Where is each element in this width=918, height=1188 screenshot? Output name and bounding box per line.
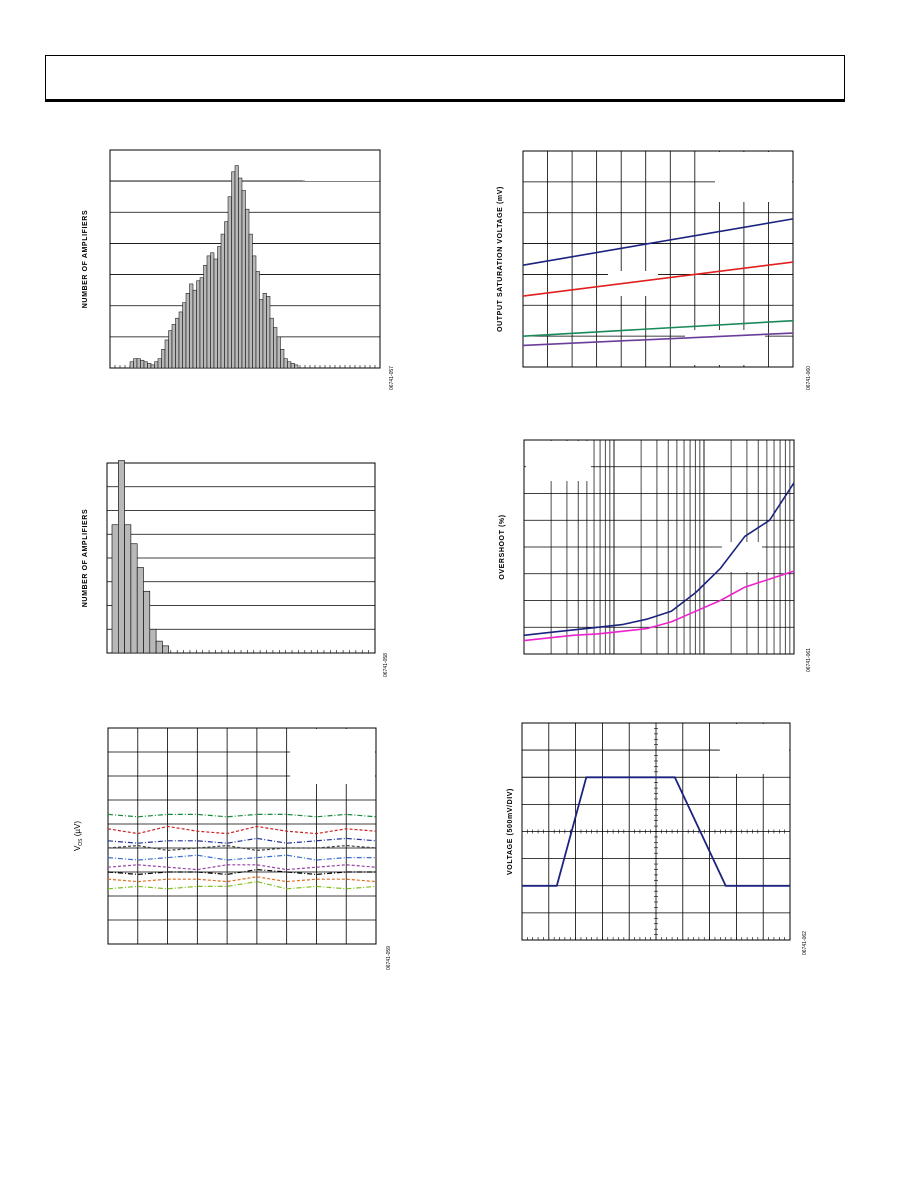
histogram-bar — [143, 361, 148, 369]
histogram-bar — [252, 255, 257, 369]
histogram-bar — [171, 324, 176, 369]
histogram-bar — [220, 233, 225, 369]
histogram-bar — [283, 358, 288, 369]
histogram-bar — [189, 283, 194, 369]
histogram-bar — [269, 317, 274, 369]
series-line — [522, 332, 794, 347]
output-saturation-panel: OUTPUT SATURATION VOLTAGE (mV) 06741-060 — [497, 150, 812, 390]
legend-area — [305, 151, 379, 181]
histogram-bar — [136, 567, 144, 654]
series-line — [107, 837, 377, 844]
histogram-bar — [147, 363, 152, 369]
figure-code: 06741-060 — [806, 366, 812, 390]
legend-area — [608, 271, 658, 296]
histogram-bar — [175, 317, 180, 369]
y-axis-label: OVERSHOOT (%) — [499, 514, 506, 579]
histogram-bar — [206, 255, 211, 369]
histogram-bar — [199, 277, 204, 369]
histogram-tc-panel: NUMBER OF AMPLIFIERS 06741-058 — [82, 460, 389, 677]
histogram-bar — [248, 233, 253, 369]
histogram-bar — [245, 208, 250, 369]
histogram-bar — [280, 349, 285, 369]
histogram-bar — [168, 330, 173, 369]
series-line — [107, 854, 376, 861]
histogram-bar — [196, 280, 201, 369]
histogram-bar — [241, 190, 246, 369]
histogram-bar — [192, 289, 197, 369]
page-header-box — [45, 55, 845, 102]
histogram-bar — [224, 221, 229, 369]
y-axis-label: NUMBER OF AMPLIFIERS — [82, 210, 89, 308]
histogram-bar — [238, 177, 243, 369]
figure-code: 06741-059 — [386, 946, 390, 970]
series-line — [107, 813, 377, 818]
legend-area — [722, 542, 762, 572]
histogram-bar — [287, 361, 292, 369]
histogram-bar — [143, 590, 151, 654]
histogram-bar — [231, 171, 236, 369]
histogram-bar — [149, 628, 157, 654]
y-axis-label: NUMBER OF AMPLIFIERS — [82, 509, 89, 607]
overshoot-panel: OVERSHOOT (%) 06741-061 — [499, 439, 812, 672]
histogram-bar — [157, 358, 162, 369]
histogram-bar — [185, 293, 190, 369]
histogram-bar — [217, 246, 222, 369]
histogram-bar — [164, 339, 169, 369]
histogram-bar — [130, 543, 138, 654]
histogram-bar — [154, 361, 159, 369]
series-line — [523, 570, 795, 642]
y-axis-label: VOLTAGE (500mV/DIV) — [507, 788, 514, 875]
legend-area — [280, 464, 374, 486]
histogram-bar — [210, 252, 215, 369]
histogram-bar — [290, 363, 295, 369]
histogram-bar — [262, 293, 267, 369]
histogram-bar — [161, 349, 166, 369]
figure-code: 06741-062 — [802, 931, 808, 955]
histogram-bar — [276, 336, 281, 369]
histogram-bar — [294, 364, 299, 369]
series-line — [107, 880, 377, 890]
histogram-bar — [234, 165, 239, 369]
histogram-bar — [259, 299, 264, 369]
histogram-bar — [203, 264, 208, 369]
histogram-bar — [213, 258, 218, 369]
histogram-bar — [124, 524, 132, 654]
vos-drift-panel: VOS (µV) 06741-059 — [73, 727, 390, 970]
histogram-bar — [255, 271, 260, 369]
figure-code: 06741-058 — [383, 653, 389, 677]
signal-trace — [522, 776, 790, 887]
histogram-bar — [182, 302, 187, 369]
legend-area — [720, 724, 789, 774]
histogram-offset-panel: NUMBER OF AMPLIFIERS 06741-057 — [82, 149, 395, 390]
figure-code: 06741-061 — [806, 648, 812, 672]
histogram-bar — [140, 359, 145, 369]
histogram-bar — [266, 296, 271, 369]
histogram-bar — [117, 460, 125, 654]
histogram-bar — [133, 358, 138, 369]
series-line — [522, 319, 794, 337]
y-axis-label: VOS (µV) — [73, 821, 84, 851]
figure-code: 06741-057 — [389, 366, 395, 390]
histogram-bar — [150, 364, 155, 369]
y-axis-label: OUTPUT SATURATION VOLTAGE (mV) — [497, 186, 504, 332]
histogram-bar — [129, 361, 134, 369]
series-line — [107, 825, 377, 835]
histogram-bar — [162, 645, 170, 654]
series-line — [107, 868, 376, 876]
series-line — [522, 218, 794, 266]
legend-area — [715, 152, 792, 202]
histogram-bar — [136, 358, 141, 369]
legend-area — [526, 441, 591, 481]
histogram-bar — [178, 311, 183, 369]
histogram-bar — [155, 640, 163, 654]
large-signal-panel: VOLTAGE (500mV/DIV) 06741-062 — [507, 722, 808, 955]
histogram-bar — [273, 327, 278, 369]
series-line — [523, 482, 795, 637]
series-line — [522, 261, 794, 297]
legend-area — [290, 729, 375, 784]
histogram-bar — [227, 196, 232, 369]
histogram-bar — [111, 524, 119, 654]
